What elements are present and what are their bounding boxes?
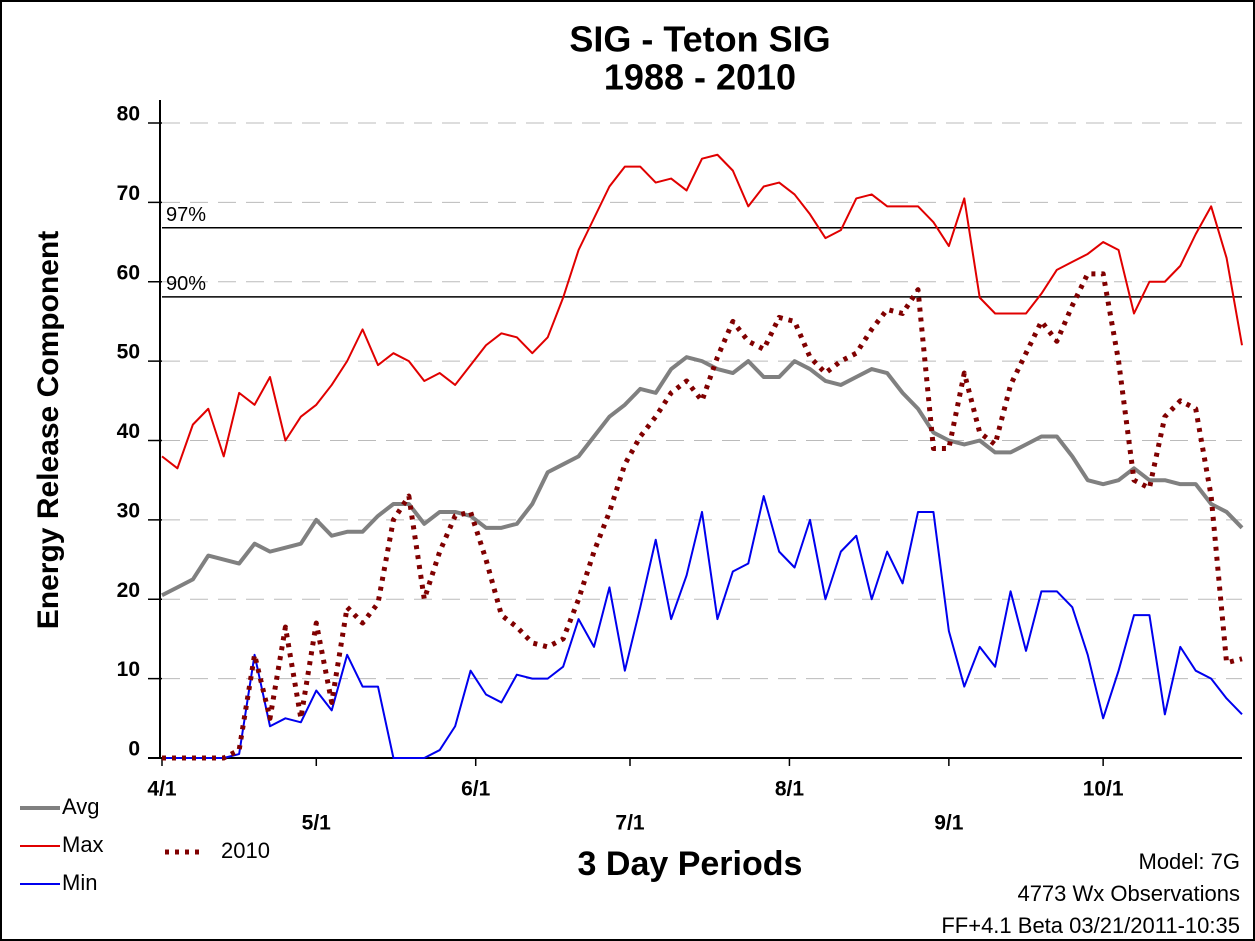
x-axis-label: 3 Day Periods [578, 845, 803, 883]
chart-title: SIG - Teton SIG [569, 19, 830, 60]
x-tick-label: 8/1 [775, 778, 805, 801]
y-tick-label: 0 [128, 738, 140, 761]
series-line [162, 495, 1243, 759]
y-tick-label: 40 [117, 420, 140, 443]
series-line [161, 355, 1244, 598]
x-tick-label: 4/1 [147, 778, 177, 801]
y-tick-label: 30 [117, 499, 140, 522]
x-tick-label: 10/1 [1083, 778, 1124, 801]
y-tick-label: 20 [117, 579, 140, 602]
note: Model: 7G [1139, 849, 1241, 874]
x-tick-label: 9/1 [934, 812, 964, 835]
y-tick-label: 60 [117, 261, 140, 284]
reference-label: 97% [166, 204, 206, 226]
y-tick-label: 50 [117, 341, 140, 364]
legend-label: Min [62, 870, 97, 895]
y-tick-label: 70 [117, 182, 140, 205]
x-tick-label: 6/1 [461, 778, 491, 801]
note: 4773 Wx Observations [1017, 881, 1240, 906]
legend-label: Max [62, 832, 104, 857]
chart-subtitle: 1988 - 2010 [604, 57, 796, 98]
y-tick-label: 80 [117, 103, 140, 126]
reference-label: 90% [166, 273, 206, 295]
x-tick-label: 7/1 [615, 812, 645, 835]
series-line [161, 153, 1243, 470]
x-tick-label: 5/1 [302, 812, 332, 835]
y-tick-label: 10 [117, 658, 140, 681]
legend-label: Avg [62, 794, 100, 819]
y-axis-label: Energy Release Component [32, 231, 65, 629]
legend-label: 2010 [221, 838, 270, 863]
note: FF+4.1 Beta 03/21/2011-10:35 [941, 913, 1240, 938]
